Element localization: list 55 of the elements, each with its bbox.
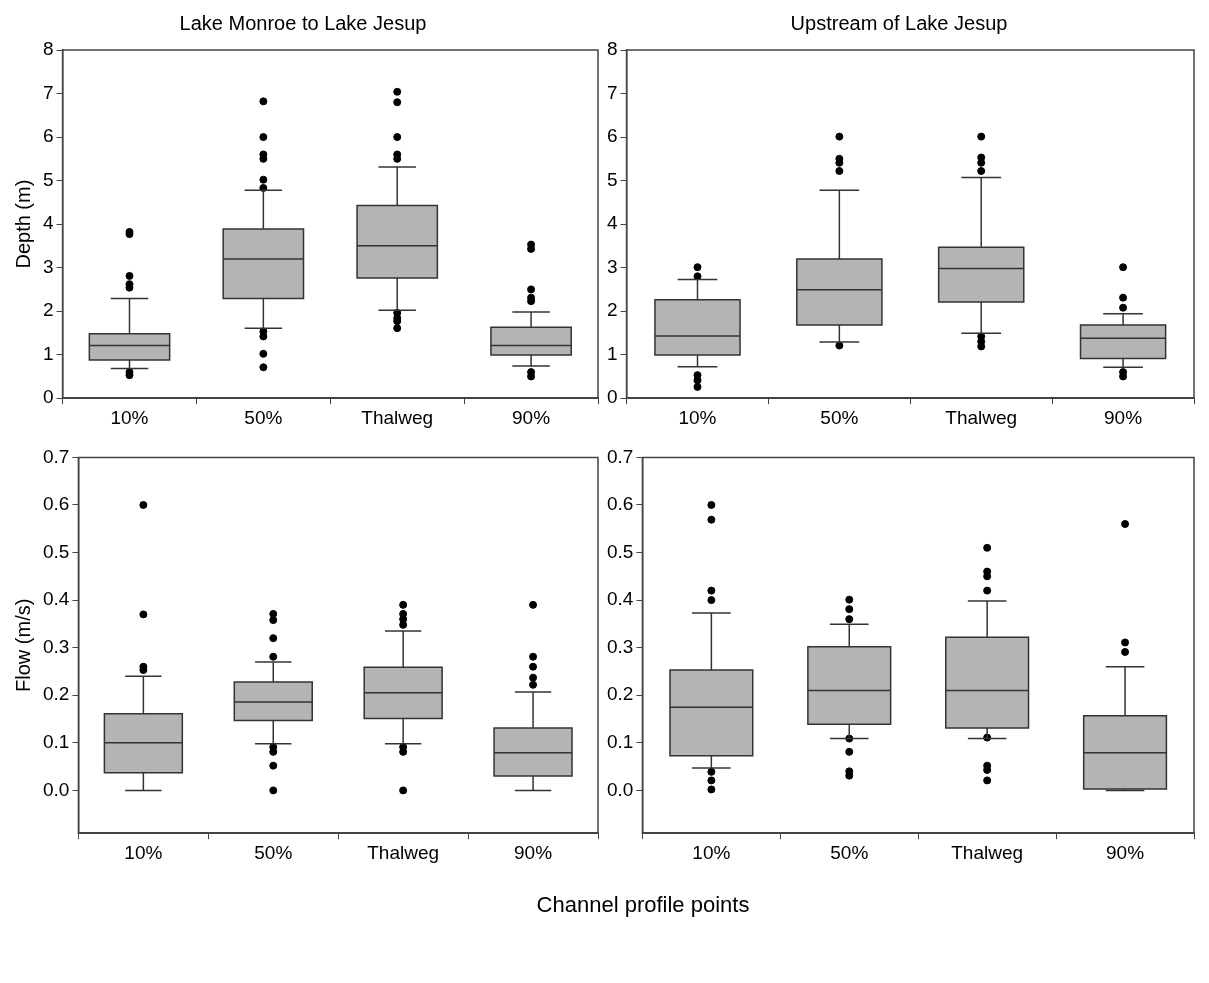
y-tick-label: 4 <box>606 212 618 234</box>
y-axis-title: Flow (m/s) <box>11 598 34 692</box>
x-axis-title: Channel profile points <box>535 892 751 918</box>
y-tick-label: 1 <box>606 342 618 364</box>
y-tick-label: 7 <box>42 81 54 103</box>
y-tick-label: 0 <box>42 386 54 408</box>
x-tick-label: 90% <box>514 841 553 863</box>
chart-title: Lake Monroe to Lake Jesup <box>179 11 427 34</box>
y-tick-label: 0.3 <box>606 635 634 657</box>
x-tick-label: Thalweg <box>367 841 440 863</box>
y-tick-label: 0.7 <box>606 445 634 467</box>
x-tick-label: 50% <box>830 841 869 863</box>
x-tick-label: 50% <box>254 841 293 863</box>
y-tick-label: 6 <box>606 125 618 147</box>
y-tick-label: 2 <box>42 299 54 321</box>
y-tick-label: 0.6 <box>42 493 70 515</box>
y-tick-label: 0.4 <box>606 588 634 610</box>
y-tick-label: 0.0 <box>606 778 634 800</box>
y-tick-label: 0.2 <box>42 683 70 705</box>
y-tick-label: 1 <box>42 342 54 364</box>
y-tick-label: 0.7 <box>42 445 70 467</box>
x-tick-label: 10% <box>678 406 717 428</box>
x-tick-label: 10% <box>110 406 149 428</box>
chart-title: Upstream of Lake Jesup <box>790 11 1008 34</box>
y-tick-label: 0.1 <box>42 731 70 753</box>
y-tick-label: 2 <box>606 299 618 321</box>
x-tick-label: 50% <box>244 406 283 428</box>
x-tick-label: 90% <box>1104 406 1143 428</box>
x-tick-label: Thalweg <box>361 406 434 428</box>
y-tick-label: 0.5 <box>606 540 634 562</box>
y-tick-label: 0.5 <box>42 540 70 562</box>
y-tick-label: 5 <box>42 168 54 190</box>
x-tick-label: 50% <box>820 406 859 428</box>
y-tick-label: 8 <box>42 38 54 60</box>
y-tick-label: 6 <box>42 125 54 147</box>
y-tick-label: 8 <box>606 38 618 60</box>
x-tick-label: 10% <box>124 841 163 863</box>
y-tick-label: 0.6 <box>606 493 634 515</box>
y-tick-label: 4 <box>42 212 54 234</box>
y-tick-label: 0.4 <box>42 588 70 610</box>
y-tick-label: 0 <box>606 386 618 408</box>
y-tick-label: 0.1 <box>606 731 634 753</box>
y-tick-label: 0.2 <box>606 683 634 705</box>
y-tick-label: 3 <box>42 255 54 277</box>
y-tick-label: 5 <box>606 168 618 190</box>
x-tick-label: Thalweg <box>945 406 1018 428</box>
x-tick-label: 90% <box>1106 841 1145 863</box>
y-tick-label: 7 <box>606 81 618 103</box>
x-tick-label: 90% <box>512 406 551 428</box>
x-tick-label: 10% <box>692 841 731 863</box>
x-tick-label: Thalweg <box>951 841 1024 863</box>
y-tick-label: 0.0 <box>42 778 70 800</box>
y-tick-label: 3 <box>606 255 618 277</box>
y-tick-label: 0.3 <box>42 635 70 657</box>
y-axis-title: Depth (m) <box>11 179 34 269</box>
